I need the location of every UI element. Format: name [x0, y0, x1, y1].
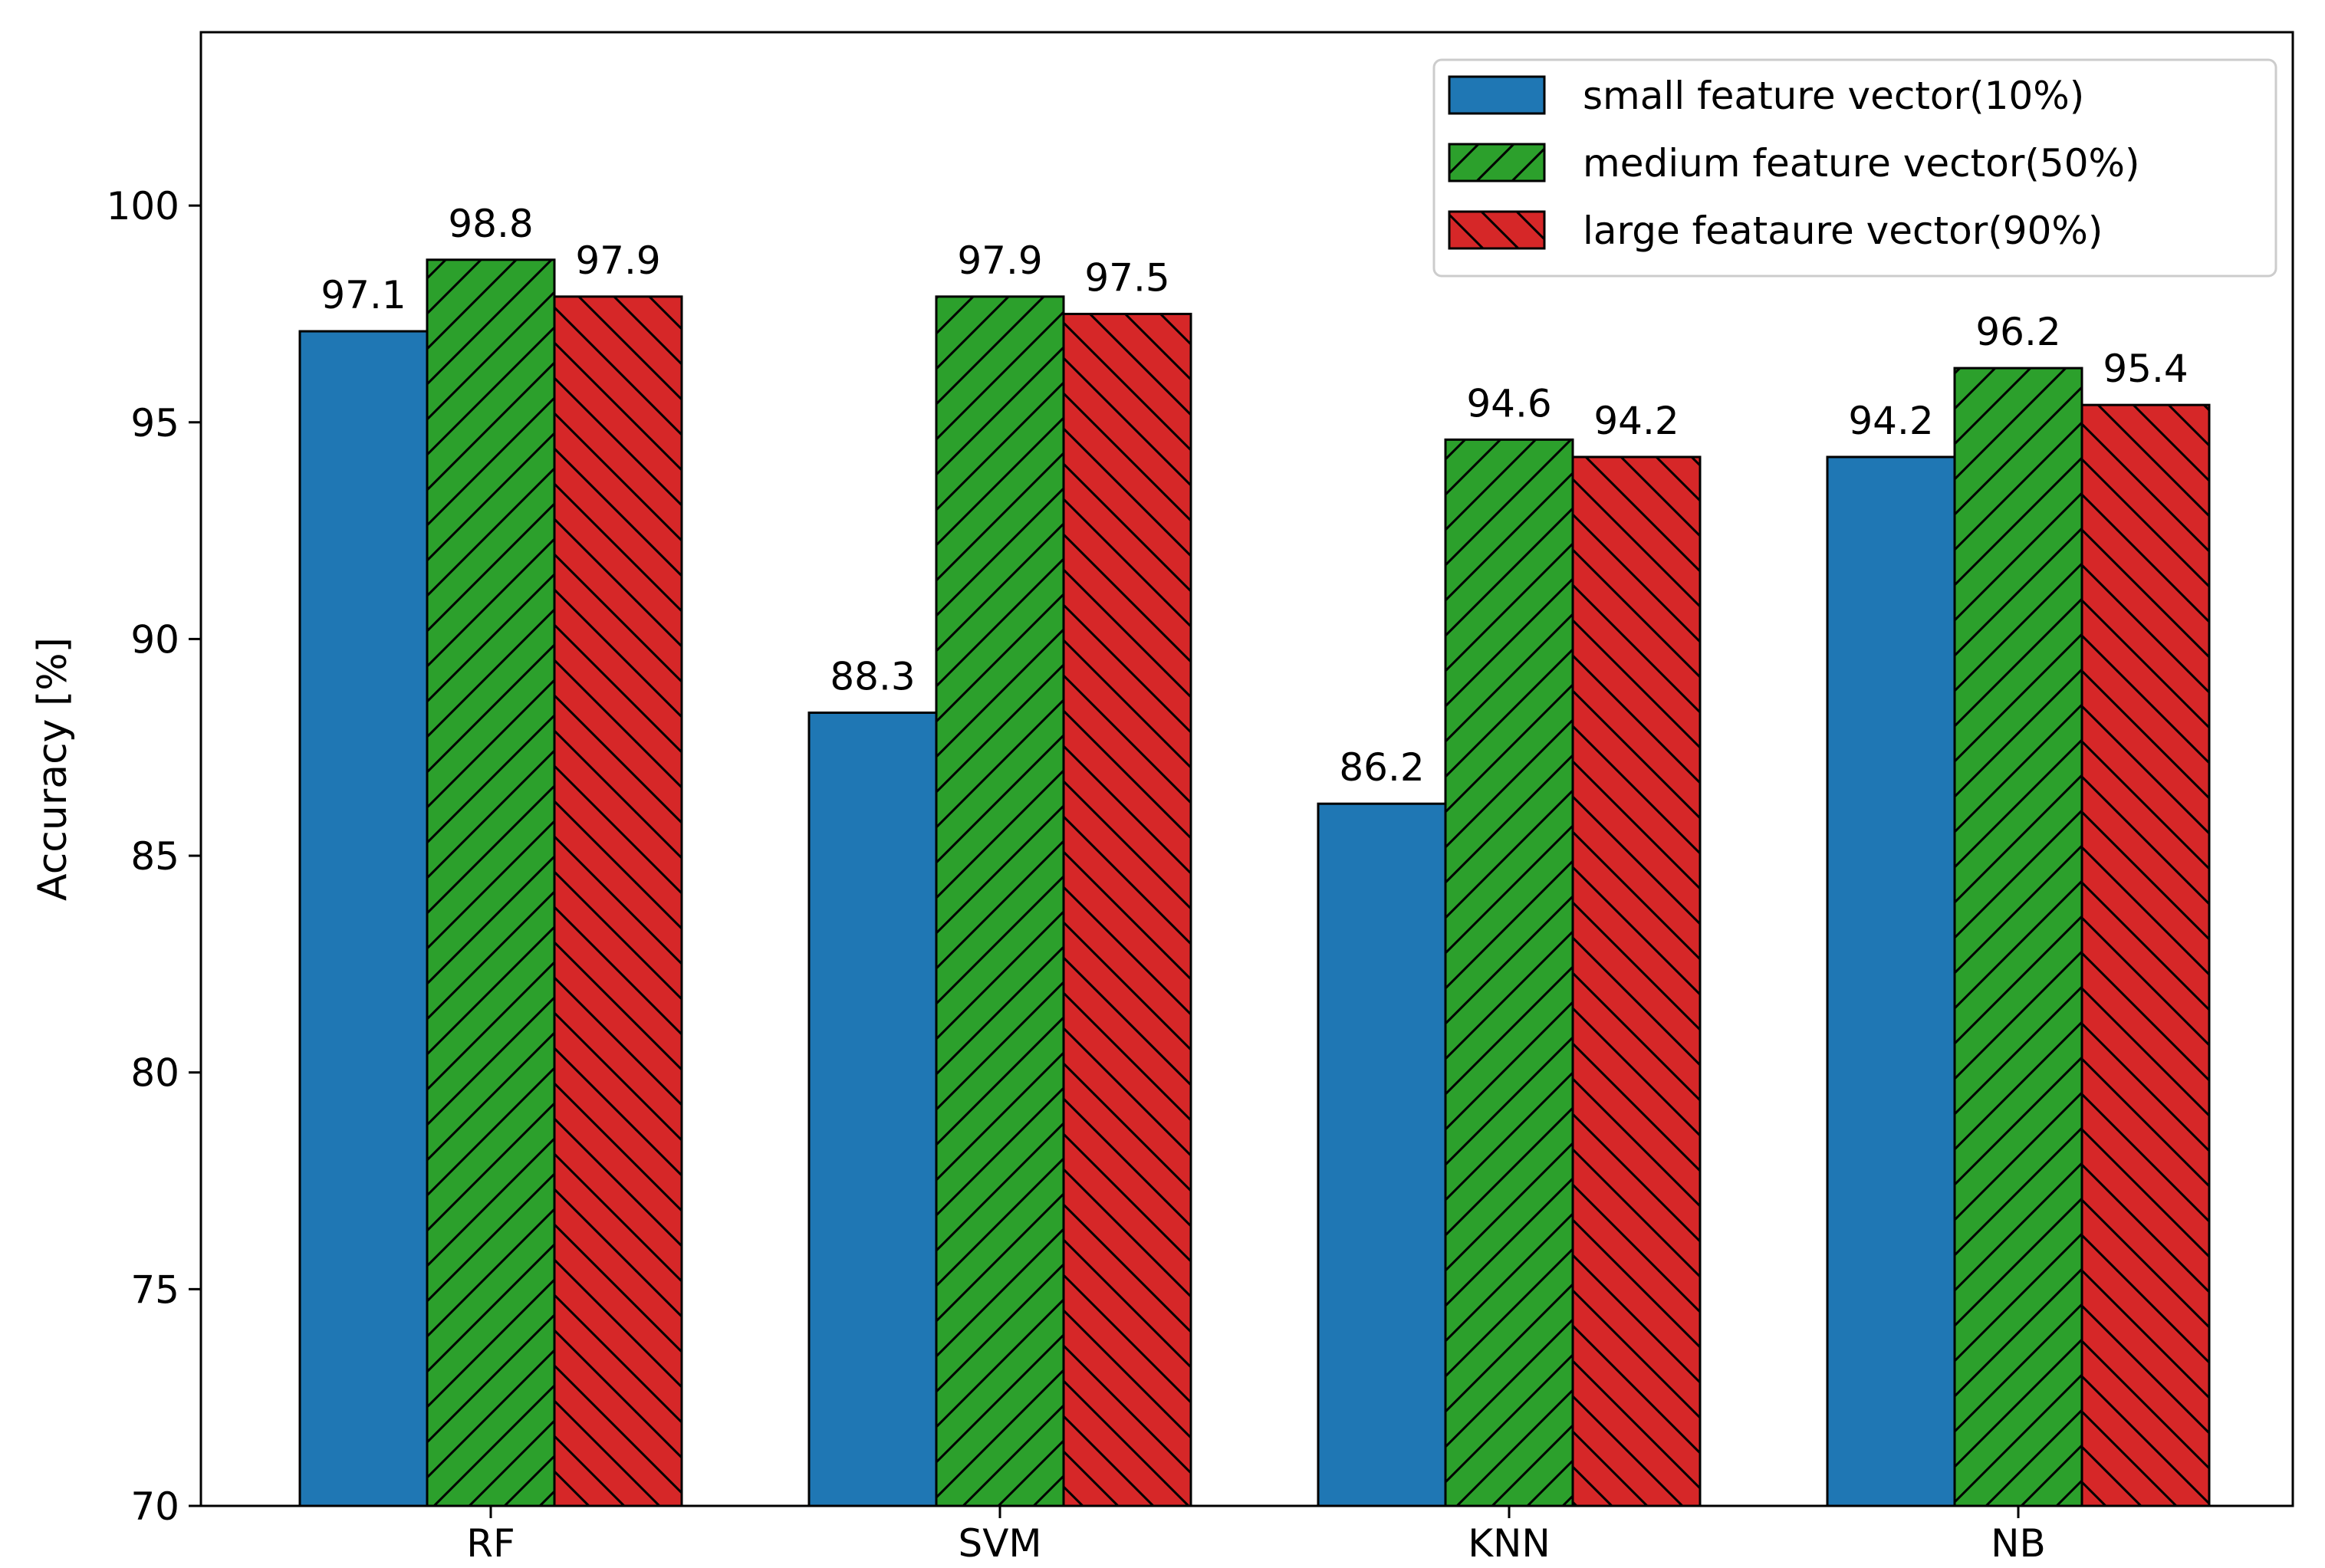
bar-hatch [554, 296, 682, 1507]
bar-fill [1318, 804, 1445, 1506]
legend-swatch [1449, 77, 1544, 113]
bar [1953, 367, 2083, 1507]
bar [553, 295, 683, 1507]
bar-value-label: 88.3 [830, 655, 915, 699]
bars [298, 258, 2211, 1507]
legend-swatch-hatch [1449, 144, 1544, 181]
legend-item: medium feature vector(50%) [1448, 141, 2140, 186]
y-tick-label: 100 [107, 184, 179, 228]
y-tick-label: 80 [130, 1051, 179, 1096]
bar-value-label: 86.2 [1339, 745, 1424, 790]
bar [1826, 455, 1956, 1507]
bar-value-label: 97.1 [321, 273, 406, 317]
bar-value-label: 96.2 [1975, 310, 2060, 354]
x-axis: RF SVM KNN NB [466, 1506, 2046, 1566]
legend-item: small feature vector(10%) [1448, 74, 2084, 118]
y-tick-label: 95 [130, 401, 179, 445]
bar [935, 295, 1065, 1507]
legend-swatch-outline [1448, 210, 1546, 250]
bar-hatch [1573, 456, 1700, 1506]
bar-hatch [1955, 368, 2082, 1507]
x-tick-label: KNN [1468, 1521, 1551, 1566]
bar-hatch [1064, 314, 1191, 1506]
bar [2080, 403, 2211, 1507]
bar-hatch [1445, 439, 1573, 1506]
legend: small feature vector(10%) medium feature … [1432, 58, 2277, 278]
bar [426, 258, 556, 1507]
bar-fill [300, 331, 427, 1506]
bar [1444, 438, 1574, 1507]
legend-label: medium feature vector(50%) [1583, 141, 2140, 186]
bar-value-label: 97.9 [575, 238, 660, 283]
y-tick-label: 85 [130, 834, 179, 879]
bar-hatch [936, 296, 1064, 1507]
bar [298, 330, 429, 1507]
bar-value-label: 95.4 [2103, 347, 2188, 391]
bar-value-label: 94.2 [1593, 399, 1679, 443]
x-tick-label: NB [1991, 1521, 2046, 1566]
bar-fill [809, 712, 936, 1507]
legend-swatch-outline [1448, 143, 1546, 182]
bar-value-label: 94.2 [1848, 399, 1933, 443]
bar-hatch [427, 259, 554, 1506]
bar [1317, 802, 1447, 1507]
bar [807, 712, 938, 1507]
plot-frame [199, 31, 2294, 1507]
x-tick-label: RF [466, 1521, 515, 1566]
bar-value-label: 97.9 [957, 238, 1042, 283]
bar-value-label: 94.6 [1466, 381, 1551, 426]
bar [1062, 312, 1192, 1507]
bar-hatch [2082, 405, 2209, 1506]
legend-item: large feataure vector(90%) [1448, 209, 2103, 253]
x-tick-label: SVM [958, 1521, 1041, 1566]
bar-value-label: 97.5 [1084, 255, 1169, 300]
y-tick-label: 75 [130, 1267, 179, 1312]
bar-fill [1827, 456, 1955, 1506]
y-axis-label: Accuracy [%] [30, 637, 76, 901]
y-tick-label: 70 [130, 1484, 179, 1529]
bar [1571, 455, 1702, 1507]
legend-swatch-outline [1448, 75, 1546, 115]
legend-box [1432, 58, 2277, 278]
legend-swatch-hatch [1449, 212, 1544, 248]
legend-label: large feataure vector(90%) [1583, 209, 2103, 253]
y-axis: 70 75 80 85 90 95 100 [107, 184, 201, 1529]
legend-label: small feature vector(10%) [1583, 74, 2084, 118]
value-labels: 97.1 98.8 97.9 88.3 97.9 97.5 86.2 94.6 94.2 94.2… [321, 202, 2188, 790]
bar-value-label: 98.8 [448, 202, 533, 246]
y-tick-label: 90 [130, 617, 179, 662]
